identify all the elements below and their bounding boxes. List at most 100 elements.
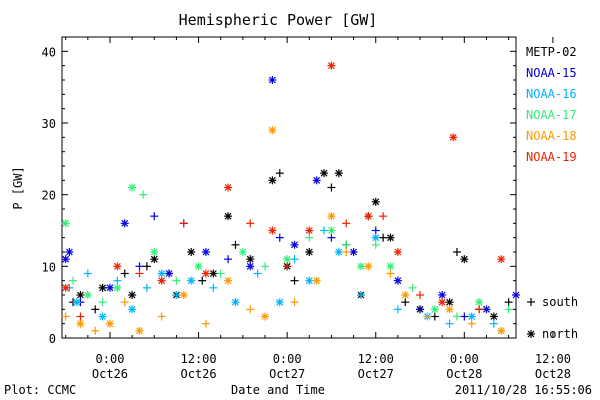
symbol-legend: south north bbox=[527, 295, 578, 341]
data-point-noaa-17-south bbox=[98, 298, 107, 307]
y-tick-label: 40 bbox=[42, 45, 56, 59]
data-point-noaa-18-north bbox=[76, 319, 85, 328]
plot-timestamp: 2011/10/28 16:55:06 bbox=[455, 383, 592, 397]
legend: METP-02 NOAA-15 NOAA-16 NOAA-17 NOAA-18 NOAA-… bbox=[526, 45, 577, 164]
data-point-metp-02-north bbox=[305, 248, 314, 256]
data-point-metp-02-south bbox=[430, 312, 439, 321]
data-point-noaa-19-north bbox=[113, 262, 122, 271]
data-point-noaa-16-south bbox=[142, 283, 151, 292]
data-point-noaa-17-south bbox=[261, 262, 270, 271]
x-tick-label-time: 0:00 bbox=[96, 352, 125, 366]
legend-item: NOAA-15 bbox=[526, 66, 577, 80]
x-tick-label-date: Oct28 bbox=[446, 367, 482, 381]
y-axis: 0 10 20 30 40 bbox=[42, 36, 516, 346]
y-tick-label: 10 bbox=[42, 260, 56, 274]
data-point-metp-02-north bbox=[489, 312, 498, 321]
data-point-noaa-17-north bbox=[128, 183, 137, 192]
chart-title: Hemispheric Power [GW] bbox=[179, 11, 378, 29]
data-point-noaa-19-south bbox=[135, 269, 144, 278]
data-point-noaa-18-north bbox=[261, 312, 270, 321]
data-point-noaa-19-north bbox=[497, 255, 506, 264]
data-point-noaa-19-north bbox=[364, 212, 373, 221]
data-point-metp-02-north bbox=[128, 291, 137, 299]
data-point-metp-02-north bbox=[209, 269, 218, 278]
data-point-noaa-18-south bbox=[157, 312, 166, 321]
data-point-metp-02-north bbox=[334, 169, 343, 178]
data-point-metp-02-north bbox=[224, 212, 233, 221]
data-point-noaa-18-north bbox=[224, 276, 233, 285]
data-point-metp-02-north bbox=[187, 248, 196, 256]
data-point-noaa-18-south bbox=[467, 319, 476, 328]
data-point-noaa-17-north bbox=[150, 248, 159, 256]
data-point-noaa-18-north bbox=[445, 305, 454, 314]
data-point-metp-02-north bbox=[76, 291, 85, 299]
y-tick-label: 0 bbox=[49, 332, 56, 346]
data-point-metp-02-north bbox=[150, 255, 159, 264]
data-point-noaa-18-south bbox=[386, 269, 395, 278]
data-point-noaa-16-south bbox=[209, 283, 218, 292]
data-point-noaa-17-south bbox=[216, 269, 225, 278]
data-point-noaa-18-north bbox=[268, 126, 277, 135]
x-axis-label: Date and Time bbox=[231, 383, 325, 397]
data-point-noaa-16-south bbox=[253, 269, 262, 278]
symbol-legend-marker bbox=[527, 298, 535, 306]
data-point-noaa-16-north bbox=[128, 305, 137, 314]
data-point-noaa-19-north bbox=[449, 133, 458, 142]
data-point-noaa-18-south bbox=[91, 326, 100, 335]
y-tick-label: 30 bbox=[42, 117, 56, 131]
data-point-metp-02-south bbox=[120, 269, 129, 278]
data-point-noaa-19-south bbox=[179, 219, 188, 228]
data-point-metp-02-south bbox=[142, 262, 151, 271]
data-point-noaa-15-north bbox=[290, 240, 299, 249]
data-point-noaa-19-north bbox=[393, 248, 402, 256]
x-tick-label-time: 12:00 bbox=[358, 352, 394, 366]
data-point-noaa-17-north bbox=[238, 248, 247, 256]
data-point-noaa-16-north bbox=[371, 233, 380, 242]
data-point-noaa-15-south bbox=[275, 233, 284, 242]
data-point-noaa-18-north bbox=[327, 212, 336, 221]
data-point-noaa-17-south bbox=[342, 240, 351, 249]
data-point-noaa-19-south bbox=[342, 219, 351, 228]
data-point-noaa-16-north bbox=[231, 298, 240, 307]
symbol-legend-marker bbox=[527, 330, 535, 338]
data-point-noaa-15-south bbox=[135, 262, 144, 271]
data-point-noaa-15-south bbox=[460, 312, 469, 321]
data-point-noaa-18-south bbox=[342, 248, 351, 256]
data-point-metp-02-south bbox=[91, 305, 100, 314]
data-point-noaa-19-north bbox=[224, 183, 233, 192]
data-point-noaa-17-north bbox=[83, 291, 92, 299]
data-point-noaa-15-north bbox=[61, 255, 70, 264]
data-point-noaa-15-north bbox=[393, 276, 402, 285]
data-point-noaa-16-north bbox=[334, 248, 343, 256]
data-point-metp-02-north bbox=[320, 169, 329, 178]
data-point-noaa-15-south bbox=[327, 233, 336, 242]
data-point-noaa-15-north bbox=[349, 248, 358, 256]
x-tick-label-date: Oct26 bbox=[92, 367, 128, 381]
data-point-noaa-17-north bbox=[475, 298, 484, 307]
data-point-noaa-19-north bbox=[61, 283, 70, 292]
data-point-noaa-16-north bbox=[275, 298, 284, 307]
data-point-noaa-15-north bbox=[105, 283, 114, 292]
legend-item: NOAA-18 bbox=[526, 129, 577, 143]
data-point-noaa-18-south bbox=[61, 312, 70, 321]
plot-frame bbox=[61, 36, 517, 339]
data-point-noaa-17-north bbox=[386, 262, 395, 271]
data-point-noaa-17-north bbox=[194, 262, 203, 271]
data-point-metp-02-south bbox=[504, 298, 513, 307]
data-point-metp-02-south bbox=[275, 169, 284, 178]
data-point-noaa-17-north bbox=[430, 305, 439, 314]
data-point-metp-02-south bbox=[401, 298, 410, 307]
data-point-noaa-17-north bbox=[356, 262, 365, 271]
data-point-noaa-18-north bbox=[135, 326, 144, 335]
data-point-noaa-19-north bbox=[201, 269, 210, 278]
data-point-noaa-15-north bbox=[246, 262, 255, 271]
data-point-noaa-19-north bbox=[157, 276, 166, 285]
data-point-metp-02-north bbox=[246, 255, 255, 264]
data-point-noaa-17-north bbox=[113, 283, 122, 292]
data-point-noaa-17-south bbox=[139, 190, 148, 199]
data-point-noaa-15-north bbox=[65, 248, 74, 256]
plot-credit: Plot: CCMC bbox=[4, 383, 76, 397]
data-point-noaa-16-north bbox=[72, 298, 81, 307]
data-point-metp-02-south bbox=[290, 276, 299, 285]
data-points bbox=[61, 61, 520, 335]
